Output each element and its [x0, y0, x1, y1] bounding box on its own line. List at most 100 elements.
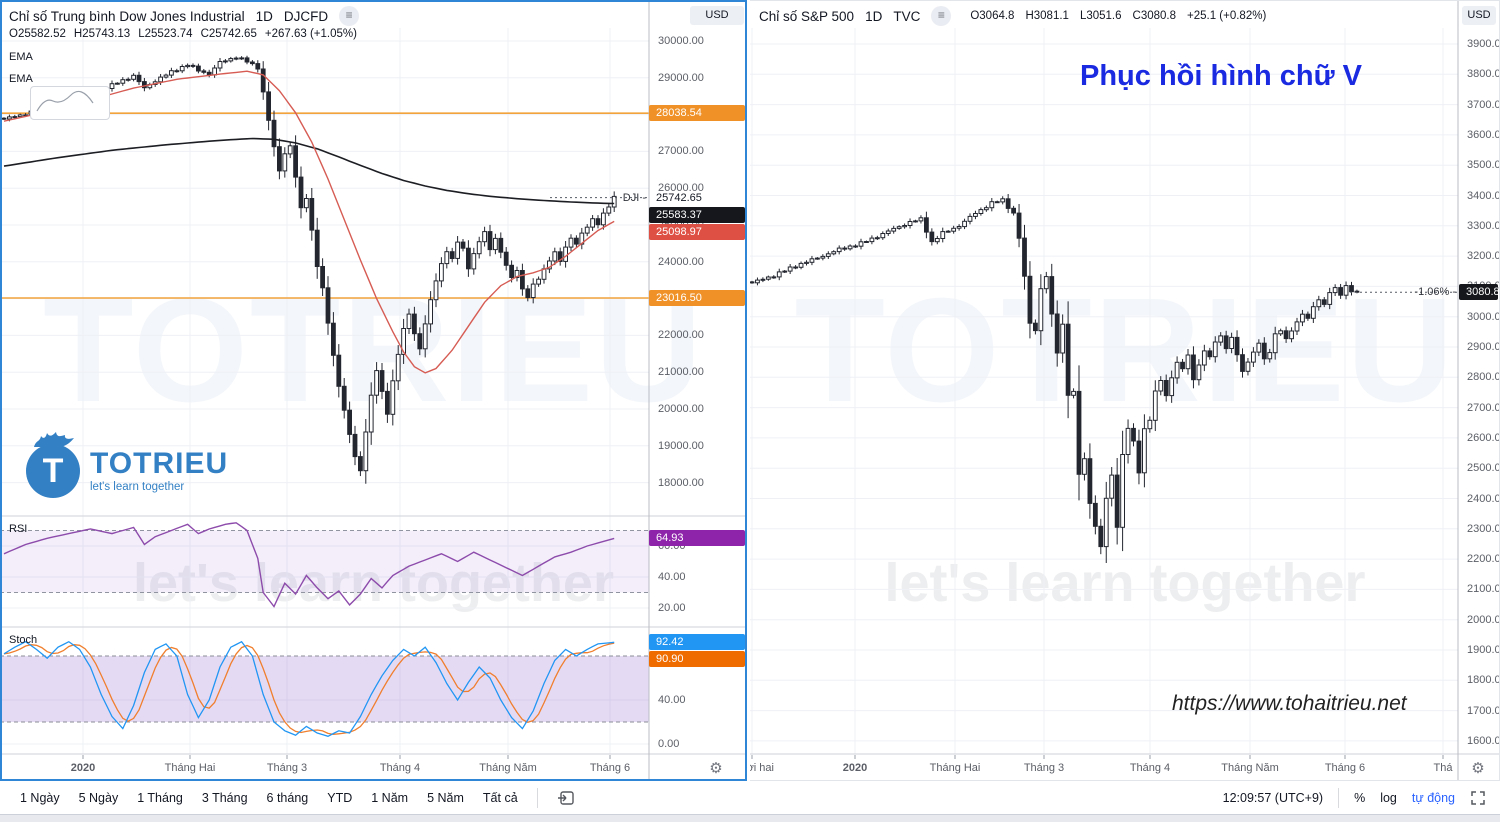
exchange-label[interactable]: TVC [893, 8, 921, 24]
interval-label[interactable]: 1D [255, 8, 273, 24]
ohlc-open: O3064.8 [970, 10, 1015, 22]
bottom-strip [0, 814, 1500, 822]
exchange-label[interactable]: DJCFD [283, 8, 329, 24]
price-tick: 2100.0 [1467, 583, 1500, 596]
price-tick: 20.00 [658, 602, 686, 614]
ohlc-low: L3051.6 [1079, 10, 1122, 22]
price-tick: 29000.00 [658, 71, 704, 84]
range-1-month[interactable]: 1 Tháng [137, 790, 183, 805]
watermark: TOTRIEU let's learn together [750, 0, 1500, 781]
range-ytd[interactable]: YTD [327, 790, 353, 805]
range-5-day[interactable]: 5 Ngày [78, 790, 119, 805]
price-label: 28038.54 [649, 105, 745, 122]
flame-icon [34, 432, 74, 447]
range-3-month[interactable]: 3 Tháng [201, 790, 248, 805]
stoch-legend[interactable]: Stoch [9, 634, 38, 646]
sp500-chart-canvas[interactable] [750, 0, 1500, 781]
collapse-icon[interactable]: ≡ [931, 6, 952, 26]
range-1-year[interactable]: 1 Năm [371, 790, 409, 805]
watermark-brand: TOTRIEU [794, 268, 1456, 433]
interval-label[interactable]: 1D [865, 8, 883, 24]
logo-tagline: let's learn together [90, 481, 185, 493]
candles-series [1, 55, 617, 484]
price-tick: 18000.00 [658, 476, 704, 489]
price-tick: 19000.00 [658, 439, 704, 452]
time-tick: Tháng 4 [379, 762, 421, 774]
price-tick: 2200.0 [1467, 553, 1500, 566]
time-tick: Mười hai [750, 762, 774, 774]
logo-name: TOTRIEU [90, 447, 229, 480]
price-tick: 24000.00 [658, 255, 704, 268]
time-tick: Tháng 3 [1023, 762, 1065, 774]
sp500-chart-widget[interactable]: TOTRIEU let's learn together Chỉ số S&P … [750, 0, 1500, 781]
log-scale-button[interactable]: log [1380, 790, 1397, 805]
rsi-legend[interactable]: RSI [9, 523, 28, 535]
price-tick: 27000.00 [658, 145, 704, 158]
ema-slow-line [3, 137, 615, 205]
price-tick: 1700.0 [1467, 704, 1500, 717]
time-axis-settings-gear[interactable]: ⚙ [1471, 760, 1485, 777]
toolbar-divider [1338, 787, 1340, 808]
v-recovery-annotation: Phục hồi hình chữ V [1080, 60, 1362, 92]
status-toolbar: 12:09:57 (UTC+9) % log tự động [750, 782, 1500, 813]
price-tick: 2800.0 [1467, 371, 1500, 384]
logo-letter: T [42, 451, 64, 490]
collapse-icon[interactable]: ≡ [339, 6, 360, 26]
price-tick: 3200.0 [1467, 250, 1500, 263]
ohlc-close: C25742.65 [200, 28, 257, 40]
currency-button[interactable]: USD [1462, 6, 1496, 25]
percent-scale-button[interactable]: % [1354, 790, 1366, 805]
price-label-prefix: DJI - [622, 191, 646, 204]
time-tick: Tháng 6 [589, 762, 631, 774]
time-tick: Tháng Hai [164, 762, 216, 774]
price-tick: 3900.0 [1467, 38, 1500, 50]
price-tick: 1900.0 [1467, 644, 1500, 656]
price-label: 25098.97 [649, 223, 745, 240]
price-tick: 3500.0 [1467, 159, 1500, 172]
watermark-tagline: let's learn together [0, 552, 747, 614]
price-tick: 0.00 [658, 738, 680, 750]
range-1-day[interactable]: 1 Ngày [20, 790, 60, 805]
price-tick: 3300.0 [1467, 219, 1500, 232]
grid [750, 28, 1458, 754]
ohlc-low: L25523.74 [138, 28, 193, 40]
mini-preview-box [30, 86, 110, 120]
time-tick: Tháng 3 [266, 762, 308, 774]
currency-button[interactable]: USD [690, 6, 744, 25]
range-6-month[interactable]: 6 tháng [266, 790, 309, 805]
price-label-prefix: -1.06% - [1414, 286, 1456, 299]
dow-chart-widget[interactable]: TOTRIEU let's learn together Chỉ số Trun… [0, 0, 747, 781]
price-tick: 26000.00 [658, 182, 704, 195]
price-tick: 3000.0 [1467, 310, 1500, 323]
time-tick: Tháng 4 [1129, 762, 1171, 774]
stoch-lines [3, 640, 615, 738]
price-tick: 2700.0 [1467, 401, 1500, 414]
grid [0, 28, 649, 754]
ohlc-change: +25.1 (+0.82%) [1187, 10, 1267, 22]
ema-legend-1[interactable]: EMA [9, 51, 33, 63]
go-to-date-icon[interactable] [557, 789, 575, 807]
time-tick: Tháng 6 [1324, 762, 1366, 774]
price-tick: 2500.0 [1467, 462, 1500, 475]
symbol-title: Chỉ số Trung bình Dow Jones Industrial [9, 8, 245, 24]
price-label: 23016.50 [649, 289, 745, 306]
price-label: 25742.65 [656, 191, 702, 204]
range-all[interactable]: Tất cả [482, 790, 518, 805]
price-label: 64.93 [649, 530, 745, 547]
time-axis-settings-gear[interactable]: ⚙ [709, 760, 723, 777]
range-5-year[interactable]: 5 Năm [427, 790, 464, 805]
price-tick: 3600.0 [1467, 128, 1500, 141]
logo-circle: T [26, 432, 80, 498]
price-label: 92.42 [649, 634, 745, 651]
price-tick: 1800.0 [1467, 674, 1500, 687]
ohlc-row: O25582.52 H25743.13 L25523.74 C25742.65 … [9, 28, 357, 40]
totrieu-logo: T TOTRIEU let's learn together [26, 432, 229, 498]
dow-chart-canvas[interactable] [0, 0, 747, 781]
price-tick: 1600.0 [1467, 734, 1500, 747]
time-tick: 2020 [70, 762, 96, 774]
fullscreen-icon[interactable] [1470, 790, 1486, 806]
ema-legend-2[interactable]: EMA [9, 73, 33, 85]
toolbar-divider [536, 787, 538, 808]
auto-scale-button[interactable]: tự động [1411, 790, 1455, 805]
